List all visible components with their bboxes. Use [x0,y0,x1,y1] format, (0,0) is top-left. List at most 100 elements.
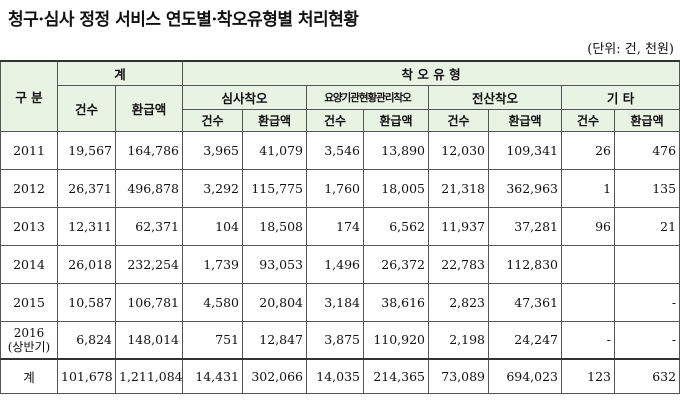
total-cell: 1,211,084 [114,358,184,394]
header-group-institution: 요양기관현황관리착오 [306,84,430,110]
table-cell: 2,823 [428,282,490,322]
total-cell: 14,431 [182,358,244,394]
header-group-review: 심사착오 [182,84,308,110]
table-cell: 4,580 [182,282,244,322]
table-cell: 12,030 [428,130,490,170]
table-cell: 2,198 [428,320,490,360]
table-row: 2012 26,371 496,878 3,292 115,775 1,760 18,005… [0,168,680,208]
table-cell [561,282,616,322]
total-cell: 214,365 [363,358,430,394]
table-cell: 106,781 [114,282,184,322]
total-cell: 302,066 [242,358,308,394]
table-cell: - [614,282,680,322]
table-cell: 232,254 [114,244,184,284]
table-cell: 26,371 [57,168,116,208]
table-cell: 38,616 [363,282,430,322]
table-cell: 13,890 [363,130,430,170]
total-label: 계 [0,358,58,394]
table-cell: 18,005 [363,168,430,208]
header-refund: 환급액 [614,108,680,132]
table-cell: 3,965 [182,130,244,170]
table-cell: 751 [182,320,244,360]
table-cell: 20,804 [242,282,308,322]
header-total: 계 [56,60,184,86]
total-row: 계 101,678 1,211,084 14,431 302,066 14,03… [0,358,680,394]
total-cell: 694,023 [488,358,563,394]
table-cell: 104 [182,206,244,246]
row-year: 2012 [0,168,58,208]
table-cell: 1,739 [182,244,244,284]
table-cell: 21,318 [428,168,490,208]
header-total-refund: 환급액 [114,84,184,132]
table-cell: 22,783 [428,244,490,284]
table-cell: 362,963 [488,168,563,208]
table-row: 2013 12,311 62,371 104 18,508 174 6,562 11,937 3… [0,206,680,246]
table-cell: 41,079 [242,130,308,170]
table-cell: 26 [561,130,616,170]
header-group-other: 기 타 [561,84,680,110]
table-cell: 174 [306,206,365,246]
unit-note: (단위: 건, 천원) [587,42,674,57]
row-year: 2016 (상반기) [0,320,58,360]
table-row: 2014 26,018 232,254 1,739 93,053 1,496 26,372 2… [0,244,680,284]
table-cell: 10,587 [57,282,116,322]
row-year: 2015 [0,282,58,322]
table-cell: 3,546 [306,130,365,170]
table-body: 2011 19,567 164,786 3,965 41,079 3,546 13,890 1… [0,130,680,360]
page-title: 청구·심사 정정 서비스 연도별·착오유형별 처리현황 [8,10,359,30]
table-cell: 37,281 [488,206,563,246]
table-cell: 109,341 [488,130,563,170]
table-cell: 19,567 [57,130,116,170]
total-cell: 101,678 [57,358,116,394]
table-cell: 110,920 [363,320,430,360]
header-count: 건수 [182,108,244,132]
total-cell: 14,035 [306,358,365,394]
row-year: 2011 [0,130,58,170]
table-cell: 1,496 [306,244,365,284]
header-group-computer: 전산착오 [428,84,563,110]
row-year: 2013 [0,206,58,246]
header-count: 건수 [561,108,616,132]
row-year-sub: (상반기) [7,339,51,354]
table-cell: 12,311 [57,206,116,246]
table-cell: 3,875 [306,320,365,360]
total-cell: 123 [561,358,616,394]
table-cell: 6,562 [363,206,430,246]
table-cell: 3,292 [182,168,244,208]
header-total-count: 건수 [57,84,116,132]
stats-table: 구 분 계 착 오 유 형 건수 환급액 심사착오 요양기관현황관리착오 전산착… [0,60,680,394]
table-cell: 476 [614,130,680,170]
table-cell: 148,014 [114,320,184,360]
table-cell: 164,786 [114,130,184,170]
table-row: 2011 19,567 164,786 3,965 41,079 3,546 13,890 1… [0,130,680,170]
table-cell: 1 [561,168,616,208]
table-cell: 11,937 [428,206,490,246]
table-cell [614,244,680,284]
table-cell: 96 [561,206,616,246]
header-refund: 환급액 [363,108,430,132]
table-cell: - [614,320,680,360]
table-cell: 24,247 [488,320,563,360]
table-cell: 18,508 [242,206,308,246]
table-cell: 47,361 [488,282,563,322]
total-cell: 632 [614,358,680,394]
table-cell: 115,775 [242,168,308,208]
table-cell: - [561,320,616,360]
row-year: 2014 [0,244,58,284]
table-cell: 135 [614,168,680,208]
table-cell: 62,371 [114,206,184,246]
table-cell: 26,018 [57,244,116,284]
row-year-main: 2016 [13,325,45,340]
table-row: 2016 (상반기) 6,824 148,014 751 12,847 3,875 110,9… [0,320,680,360]
table-cell: 93,053 [242,244,308,284]
table-cell: 496,878 [114,168,184,208]
table-cell: 1,760 [306,168,365,208]
table-cell: 112,830 [488,244,563,284]
table-cell: 12,847 [242,320,308,360]
table-cell: 21 [614,206,680,246]
table-cell: 3,184 [306,282,365,322]
table-cell: 26,372 [363,244,430,284]
table-cell [561,244,616,284]
header-refund: 환급액 [242,108,308,132]
header-error-type: 착 오 유 형 [182,60,680,86]
